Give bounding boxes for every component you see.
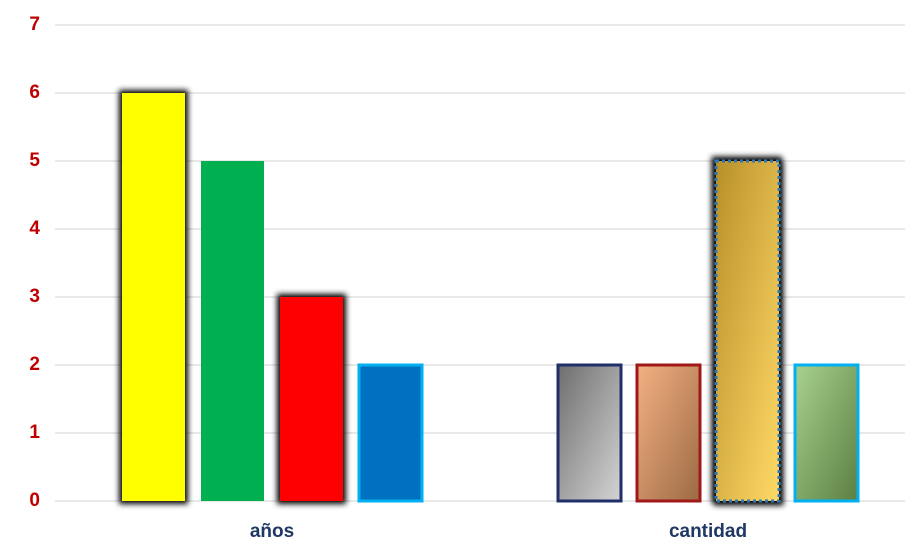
bar [714, 159, 781, 503]
bar [280, 297, 343, 501]
x-tick-label: cantidad [669, 521, 747, 542]
bar [635, 363, 702, 503]
bar [122, 93, 185, 501]
y-tick-label: 2 [29, 354, 40, 375]
x-tick-label: años [250, 521, 294, 542]
bar [201, 161, 264, 501]
bar [357, 363, 424, 503]
y-tick-label: 5 [29, 150, 40, 171]
y-tick-label: 3 [29, 286, 40, 307]
y-tick-label: 4 [29, 218, 40, 239]
y-tick-label: 6 [29, 82, 40, 103]
y-tick-label: 7 [29, 14, 40, 35]
bar [793, 363, 860, 503]
y-tick-label: 1 [29, 422, 40, 443]
y-tick-label: 0 [29, 490, 40, 511]
bar [556, 363, 623, 503]
